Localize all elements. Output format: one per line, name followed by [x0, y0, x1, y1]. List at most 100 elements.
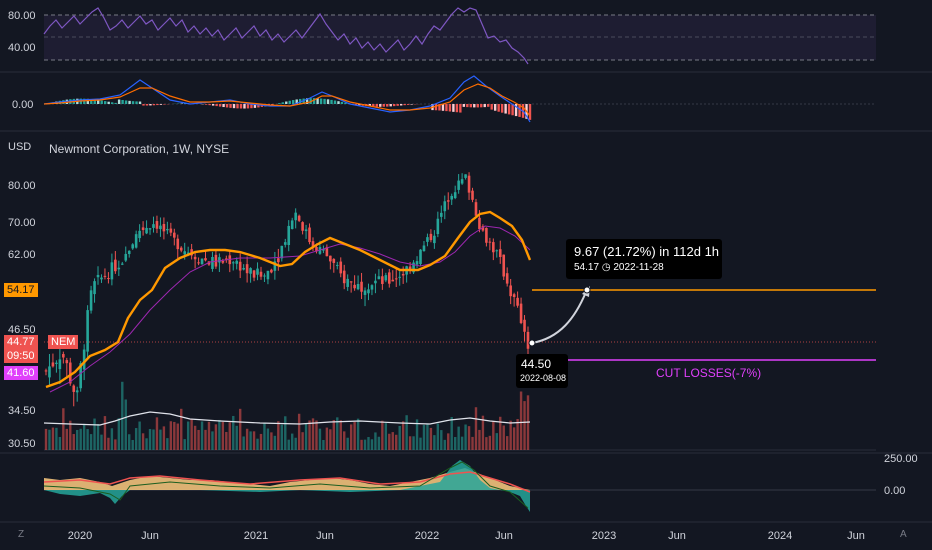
- volume-bar: [474, 407, 478, 450]
- candle-body: [419, 249, 422, 265]
- macd-bar: [156, 104, 159, 106]
- macd-bar: [117, 99, 121, 104]
- volume-bar: [221, 421, 225, 450]
- candle-body: [498, 249, 502, 257]
- macd-bar: [135, 101, 138, 104]
- macd-bar: [340, 101, 344, 104]
- candle-body: [384, 275, 388, 281]
- volume-bar: [301, 432, 304, 450]
- projection-arrow[interactable]: [531, 291, 587, 344]
- candle-body: [166, 229, 169, 231]
- macd-bar: [500, 104, 504, 113]
- candle-body: [107, 278, 110, 280]
- macd-bar: [128, 100, 131, 104]
- macd-bar: [281, 102, 284, 104]
- auto-scale-button[interactable]: A: [900, 529, 907, 540]
- volume-bar: [512, 427, 516, 450]
- volume-bar: [228, 422, 231, 450]
- volume-bar: [266, 428, 270, 450]
- volume-bar: [58, 436, 62, 450]
- candle-body: [193, 256, 197, 260]
- volume-bar: [478, 429, 481, 450]
- volume-bar: [211, 431, 214, 450]
- candle-body: [134, 234, 138, 248]
- clock-icon: ◷: [601, 262, 611, 273]
- macd-bar: [406, 104, 410, 105]
- projection-start-point[interactable]: [528, 339, 536, 347]
- volume-bar: [311, 418, 315, 450]
- start-point-label[interactable]: 44.50 2022-08-08: [516, 354, 568, 388]
- volume-bar: [51, 427, 55, 450]
- volume-bar: [467, 426, 471, 450]
- volume-bar: [232, 415, 235, 450]
- candle-body: [273, 261, 277, 271]
- axis-labels: 80.00 40.00 0.00 80.00 70.00 62.00 46.50 34.50 3…: [8, 10, 918, 542]
- candle-body: [211, 256, 214, 269]
- macd-bar: [285, 101, 288, 104]
- macd-bar: [103, 101, 107, 104]
- volume-bar: [79, 428, 82, 450]
- macd-bar: [305, 98, 309, 104]
- candle-body: [225, 258, 228, 260]
- macd-bar: [215, 104, 218, 107]
- volume-bar: [315, 420, 318, 450]
- candle-body: [367, 289, 370, 294]
- volume-bar: [488, 435, 492, 450]
- volume-bar: [318, 428, 322, 450]
- candle-body: [114, 259, 117, 272]
- volume-bar: [249, 431, 252, 450]
- macd-bar: [138, 101, 142, 104]
- macd-bar: [372, 104, 375, 107]
- candles: [44, 172, 530, 407]
- candle-body: [65, 360, 69, 364]
- timezone-button[interactable]: Z: [18, 529, 25, 540]
- macd-bar: [358, 104, 361, 106]
- candle-body: [120, 263, 124, 265]
- volume-bar: [141, 433, 145, 450]
- volume-bar: [242, 436, 245, 450]
- volume-bar: [204, 429, 207, 450]
- volume-bar: [277, 421, 280, 450]
- candle-body: [103, 275, 107, 277]
- stop-price-tag: 41.60: [4, 366, 38, 380]
- macd-signal-line: [43, 83, 531, 117]
- macd-bar: [393, 104, 396, 107]
- volume-bar: [426, 424, 429, 450]
- candle-body: [266, 270, 270, 280]
- macd-histogram: [44, 98, 532, 120]
- volume-bar: [405, 415, 408, 450]
- volume-bar: [343, 431, 346, 450]
- volume-bar: [134, 428, 138, 450]
- macd-bar: [514, 104, 518, 117]
- candle-body: [162, 223, 166, 232]
- candle-body: [391, 279, 395, 282]
- candle-body: [159, 225, 162, 230]
- candle-body: [457, 180, 460, 190]
- volume-bar: [69, 420, 72, 450]
- projection-end-point[interactable]: [583, 286, 591, 294]
- volume-bar: [55, 427, 58, 450]
- rsi-tick-label: 40.00: [8, 42, 36, 54]
- volume-bar: [384, 423, 388, 450]
- chart-title[interactable]: Newmont Corporation, 1W, NYSE: [49, 142, 230, 156]
- candle-body: [374, 280, 377, 284]
- candle-body: [186, 252, 190, 254]
- symbol-badge[interactable]: NEM: [48, 335, 79, 349]
- volume-bar: [207, 421, 211, 450]
- candle-body: [238, 261, 242, 271]
- measure-callout[interactable]: 9.67 (21.72%) in 112d 1h 54.17 ◷ 2022-11…: [566, 239, 722, 279]
- volume-bar: [197, 429, 200, 450]
- candle-body: [453, 192, 457, 199]
- volume-bar: [436, 423, 440, 450]
- volume-bar: [509, 420, 512, 450]
- macd-bar: [302, 98, 305, 104]
- volume-bar: [388, 433, 391, 450]
- candle-body: [218, 257, 221, 263]
- volume-bar: [110, 428, 114, 450]
- volume-bar: [516, 419, 519, 450]
- candle-body: [82, 349, 86, 370]
- volume-bar: [183, 439, 186, 450]
- macd-bar: [208, 104, 211, 106]
- macd-bar: [184, 103, 187, 104]
